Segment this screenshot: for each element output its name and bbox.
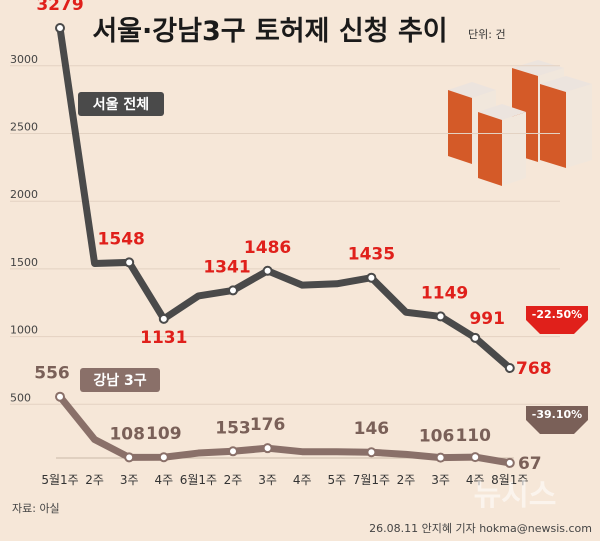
- series-name-label: 서울 전체: [93, 96, 149, 113]
- change-label: -22.50%: [532, 308, 582, 321]
- y-tick-label: 3000: [10, 53, 38, 66]
- data-label: 108: [109, 424, 145, 444]
- x-tick-label: 3주: [258, 473, 277, 487]
- change-badge: [526, 406, 588, 434]
- x-tick-label: 2주: [224, 473, 243, 487]
- data-point: [158, 452, 169, 463]
- data-point: [504, 457, 515, 468]
- data-point: [158, 313, 169, 324]
- apartment-buildings-icon: [448, 60, 592, 186]
- source-label: 자료: 아실: [12, 502, 60, 515]
- x-tick-label: 3주: [120, 473, 139, 487]
- data-point: [124, 452, 135, 463]
- data-label: 768: [516, 359, 552, 379]
- data-point: [55, 23, 65, 34]
- y-tick-label: 1000: [10, 324, 38, 337]
- series-name-label: 강남 3구: [93, 372, 146, 389]
- data-label: 106: [419, 427, 455, 447]
- data-label: 67: [518, 454, 542, 474]
- data-label: 556: [34, 364, 70, 384]
- y-tick-label: 2500: [10, 121, 38, 134]
- change-label: -39.10%: [532, 408, 582, 421]
- data-label: 109: [146, 424, 182, 444]
- series-line: [56, 24, 514, 372]
- data-label: 991: [469, 309, 505, 329]
- watermark: 뉴시스: [474, 478, 557, 513]
- data-point: [228, 446, 238, 457]
- series-name-pill: [78, 92, 164, 116]
- x-tick-label: 4주: [154, 473, 173, 487]
- data-label: 1486: [244, 238, 291, 258]
- data-label: 1131: [140, 328, 187, 348]
- x-tick-label: 7월1주: [353, 473, 390, 487]
- data-label: 153: [215, 418, 251, 438]
- x-tick-label: 4주: [293, 473, 312, 487]
- x-tick-label: 2주: [397, 473, 416, 487]
- data-point: [366, 272, 377, 283]
- chart-title: 서울·강남3구 토허제 신청 추이: [92, 16, 447, 47]
- data-point: [366, 447, 377, 458]
- data-label: 1149: [421, 283, 468, 303]
- y-tick-label: 2000: [10, 188, 38, 201]
- data-label: 3279: [36, 0, 83, 15]
- data-point: [470, 332, 481, 343]
- data-label: 1341: [203, 257, 250, 277]
- x-tick-label: 4주: [466, 473, 485, 487]
- y-tick-label: 500: [10, 391, 31, 404]
- x-tick-label: 3주: [431, 473, 450, 487]
- data-label: 1548: [98, 229, 145, 249]
- change-badge: [526, 306, 588, 334]
- data-point: [55, 391, 65, 402]
- x-tick-label: 6월1주: [180, 473, 217, 487]
- data-point: [435, 311, 446, 322]
- data-point: [435, 452, 446, 463]
- series-name-pill: [80, 368, 160, 392]
- data-label: 1435: [348, 245, 395, 265]
- data-point: [504, 363, 515, 374]
- data-point: [228, 285, 238, 296]
- credit-label: 26.08.11 안지혜 기자 hokma@newsis.com: [369, 522, 592, 535]
- x-tick-label: 5월1주: [41, 473, 78, 487]
- data-point: [262, 443, 273, 454]
- y-tick-label: 1500: [10, 256, 38, 269]
- data-point: [470, 452, 481, 463]
- x-tick-label: 8월1주: [491, 473, 528, 487]
- x-tick-label: 5주: [327, 473, 346, 487]
- data-point: [124, 257, 135, 268]
- data-label: 176: [250, 415, 286, 435]
- unit-label: 단위: 건: [468, 28, 506, 41]
- x-tick-label: 2주: [85, 473, 104, 487]
- data-label: 146: [354, 419, 390, 439]
- data-point: [262, 265, 273, 276]
- series-line: [56, 393, 514, 467]
- data-label: 110: [455, 426, 491, 446]
